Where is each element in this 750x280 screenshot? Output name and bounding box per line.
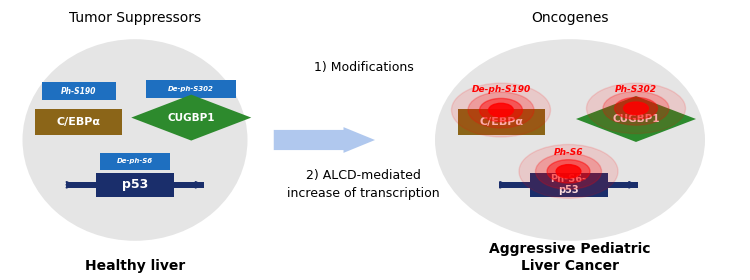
Text: C/EBPα: C/EBPα xyxy=(479,117,523,127)
Text: Ph-S6: Ph-S6 xyxy=(554,148,584,157)
Text: Healthy liver: Healthy liver xyxy=(85,259,185,273)
Text: De-ph-S190: De-ph-S190 xyxy=(472,85,531,94)
Ellipse shape xyxy=(468,92,534,128)
Text: p53: p53 xyxy=(122,178,148,191)
Ellipse shape xyxy=(519,144,618,198)
Text: C/EBPα: C/EBPα xyxy=(57,117,100,127)
Text: 2) ALCD-mediated
increase of transcription: 2) ALCD-mediated increase of transcripti… xyxy=(287,169,440,200)
Ellipse shape xyxy=(435,39,705,241)
FancyBboxPatch shape xyxy=(530,173,608,197)
Ellipse shape xyxy=(586,83,686,134)
Text: Ph-S190: Ph-S190 xyxy=(61,87,97,96)
FancyBboxPatch shape xyxy=(146,80,236,98)
Ellipse shape xyxy=(22,39,248,241)
FancyBboxPatch shape xyxy=(606,182,638,188)
Ellipse shape xyxy=(536,153,602,189)
Ellipse shape xyxy=(603,92,669,125)
FancyBboxPatch shape xyxy=(500,182,531,188)
FancyBboxPatch shape xyxy=(458,109,544,135)
FancyBboxPatch shape xyxy=(42,82,116,100)
FancyBboxPatch shape xyxy=(35,109,122,135)
Text: De-ph-S302: De-ph-S302 xyxy=(168,86,214,92)
FancyBboxPatch shape xyxy=(96,173,174,197)
Text: Tumor Suppressors: Tumor Suppressors xyxy=(69,11,201,25)
Text: 1) Modifications: 1) Modifications xyxy=(314,61,414,74)
Text: Ph-S302: Ph-S302 xyxy=(615,85,657,94)
Text: CUGBP1: CUGBP1 xyxy=(167,113,215,123)
FancyBboxPatch shape xyxy=(100,153,170,170)
Ellipse shape xyxy=(452,83,550,137)
Polygon shape xyxy=(131,95,251,141)
Text: Ph-S6-
p53: Ph-S6- p53 xyxy=(550,174,586,195)
Ellipse shape xyxy=(479,98,523,122)
Ellipse shape xyxy=(624,102,648,115)
Ellipse shape xyxy=(556,165,580,178)
Text: De-ph-S6: De-ph-S6 xyxy=(117,158,153,164)
Ellipse shape xyxy=(489,103,513,117)
Polygon shape xyxy=(576,96,696,142)
FancyBboxPatch shape xyxy=(172,182,204,188)
Ellipse shape xyxy=(614,97,658,119)
Ellipse shape xyxy=(547,160,590,183)
Text: CUGBP1: CUGBP1 xyxy=(612,114,660,124)
FancyArrow shape xyxy=(274,127,375,153)
Text: Aggressive Pediatric
Liver Cancer: Aggressive Pediatric Liver Cancer xyxy=(489,242,651,273)
Text: Oncogenes: Oncogenes xyxy=(531,11,609,25)
FancyBboxPatch shape xyxy=(66,182,98,188)
